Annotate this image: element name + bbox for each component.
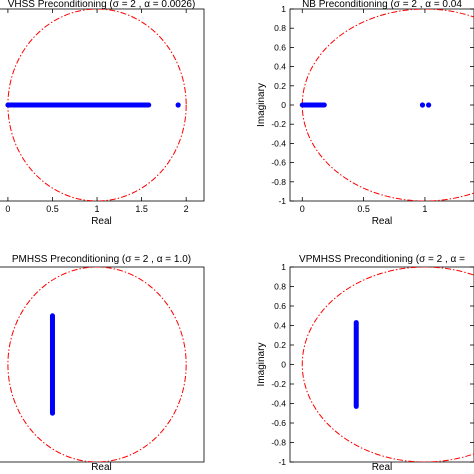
- x-tick-label: 0: [5, 204, 10, 214]
- x-tick-label: 0.5: [357, 204, 370, 214]
- eigenvalue-point: [426, 102, 432, 108]
- y-tick-label: -0.4: [271, 399, 286, 409]
- panel-2: 0 0.5 1 1 0.8 0.6 0.4 0.2 0 -0.2 -0.4 -0.6 -0.8 -1 NB …: [256, 0, 474, 227]
- panel-3: PMHSS Preconditioning (σ = 2 , α = 1.0) R…: [0, 254, 205, 473]
- y-tick-label: -0.2: [271, 119, 286, 129]
- panel-title: VPMHSS Preconditioning (σ = 2 , α =: [299, 254, 465, 265]
- y-tick-label: 0.4: [274, 62, 286, 72]
- y-tick-label: -0.4: [271, 138, 286, 148]
- y-tick-label: 0.6: [274, 42, 286, 52]
- x-tick-label: 1: [422, 204, 427, 214]
- panel-title: NB Preconditioning (σ = 2 , α = 0.04: [302, 0, 462, 10]
- unit-circle: [301, 267, 474, 462]
- y-tick-label: -0.8: [271, 438, 286, 448]
- x-tick-label: 0.5: [46, 204, 59, 214]
- x-tick-label: 1: [95, 204, 100, 214]
- y-tick-label: -1: [278, 196, 286, 206]
- y-axis-label: Imaginary: [256, 343, 267, 387]
- x-axis-label: Real: [372, 216, 393, 227]
- y-tick-label: 0.8: [274, 282, 286, 292]
- y-tick-label: 0: [281, 360, 286, 370]
- axes-frame: [289, 266, 474, 463]
- panel-1: 0 0.5 1 1.5 2 VHSS Preconditioning (σ = 2 , α…: [0, 0, 205, 227]
- y-tick-label: 0.8: [274, 23, 286, 33]
- y-tick-label: -1: [278, 457, 286, 467]
- unit-circle: [7, 267, 187, 462]
- eigenvalue-point: [419, 102, 426, 108]
- y-tick-label: -0.2: [271, 379, 286, 389]
- x-tick-label: 1.5: [135, 204, 148, 214]
- y-axis-label: Imaginary: [256, 83, 267, 127]
- eigenvalue-point: [175, 102, 181, 108]
- y-tick-label: 0.6: [274, 301, 286, 311]
- y-tick-label: -0.6: [271, 418, 286, 428]
- panel-title: VHSS Preconditioning (σ = 2 , α = 0.0026…: [8, 0, 196, 10]
- x-axis-label: Real: [91, 462, 112, 473]
- y-tick-label: 0.2: [274, 340, 286, 350]
- y-tick-label: 1: [281, 262, 286, 272]
- y-tick-label: 0: [281, 100, 286, 110]
- x-axis-label: Real: [372, 462, 393, 473]
- panel-4: 1 0.8 0.6 0.4 0.2 0 -0.2 -0.4 -0.6 -0.8 -1 VPMHSS P…: [256, 254, 474, 473]
- y-tick-label: 0.2: [274, 81, 286, 91]
- panel-title: PMHSS Preconditioning (σ = 2 , α = 1.0): [12, 254, 191, 265]
- y-tick-label: 0.4: [274, 321, 286, 331]
- x-tick-label: 0: [300, 204, 305, 214]
- y-tick-label: 1: [281, 4, 286, 14]
- unit-circle: [301, 9, 474, 201]
- x-tick-label: 2: [184, 204, 189, 214]
- y-tick-label: -0.8: [271, 177, 286, 187]
- axes-frame: [0, 266, 205, 463]
- x-axis-label: Real: [91, 216, 112, 227]
- y-tick-label: -0.6: [271, 158, 286, 168]
